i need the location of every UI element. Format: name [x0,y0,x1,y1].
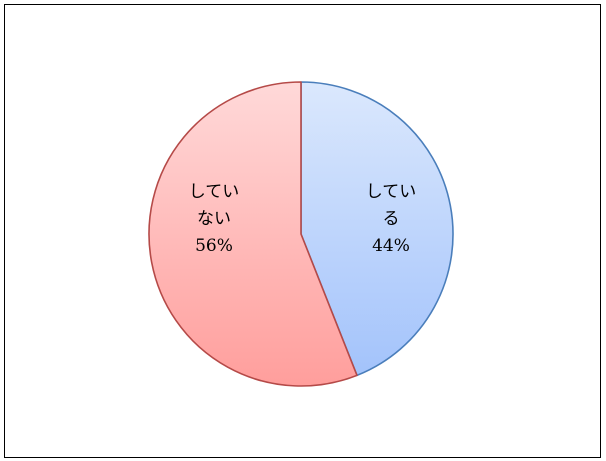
pie-label-2-line-1: してい [189,182,240,202]
pie-label-1-line-2: る [383,209,400,229]
pie-slice-2 [148,81,358,387]
pie-label-2-line-2: ない [197,209,231,229]
pie-label-1-line-1: してい [366,182,417,202]
pie-slice-1 [300,81,454,377]
pie-slices [148,81,454,387]
pie-label-1-line-3: 44% [372,236,410,256]
pie-label-2-line-3: 56% [195,236,233,256]
